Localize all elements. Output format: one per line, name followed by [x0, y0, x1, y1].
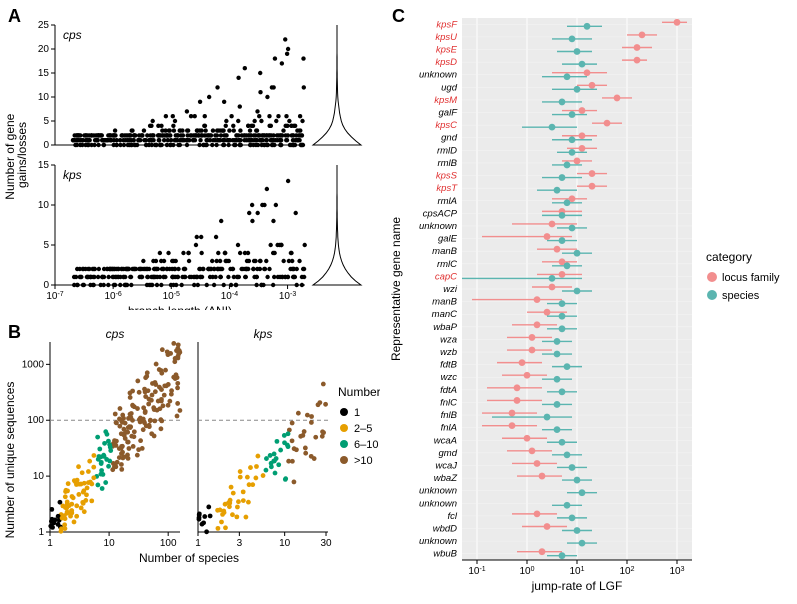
svg-text:Number of species: Number of species: [139, 551, 239, 565]
svg-text:1: 1: [38, 527, 44, 538]
svg-text:kpsU: kpsU: [435, 32, 457, 43]
svg-text:rmlC: rmlC: [437, 259, 457, 270]
svg-text:10: 10: [38, 200, 50, 211]
svg-text:galF: galF: [439, 108, 459, 119]
svg-text:>10: >10: [354, 455, 373, 467]
svg-text:wzb: wzb: [440, 347, 457, 358]
svg-text:ugd: ugd: [441, 82, 458, 93]
svg-text:category: category: [706, 250, 752, 264]
svg-text:wza: wza: [440, 334, 457, 345]
svg-text:wbdD: wbdD: [433, 523, 457, 534]
svg-text:locus family: locus family: [722, 272, 780, 284]
svg-text:100: 100: [160, 538, 177, 549]
svg-text:0: 0: [43, 140, 49, 151]
svg-text:10: 10: [104, 538, 116, 549]
svg-text:wbaP: wbaP: [433, 322, 457, 333]
svg-text:cps: cps: [106, 327, 125, 341]
svg-text:wbuB: wbuB: [433, 549, 457, 560]
svg-text:Representative gene name: Representative gene name: [389, 217, 403, 361]
svg-text:10: 10: [38, 92, 50, 103]
svg-text:0: 0: [43, 280, 49, 291]
svg-text:fnlB: fnlB: [441, 410, 458, 421]
svg-text:wzi: wzi: [443, 284, 458, 295]
svg-text:species: species: [722, 290, 760, 302]
svg-text:100: 100: [27, 415, 44, 426]
svg-text:10-7: 10-7: [46, 291, 63, 303]
panel-c-chart: 10-1100101102103kpsFkpsUkpsEkpsDunknownu…: [388, 0, 797, 600]
svg-text:10: 10: [33, 471, 45, 482]
svg-text:1: 1: [195, 538, 201, 549]
panelB-ylabel: Number of unique sequences: [3, 382, 17, 539]
svg-text:capC: capC: [435, 271, 457, 282]
svg-text:25: 25: [38, 20, 50, 31]
svg-text:unknown: unknown: [419, 70, 457, 81]
svg-text:1: 1: [354, 407, 360, 419]
svg-text:10-6: 10-6: [104, 291, 121, 303]
svg-text:manC: manC: [432, 309, 457, 320]
svg-text:102: 102: [619, 566, 634, 578]
svg-text:fnlA: fnlA: [441, 423, 457, 434]
svg-text:10-4: 10-4: [221, 291, 238, 303]
svg-text:100: 100: [519, 566, 534, 578]
svg-text:kpsS: kpsS: [436, 171, 458, 182]
svg-text:manB: manB: [432, 297, 457, 308]
svg-text:fdtB: fdtB: [440, 360, 458, 371]
svg-text:30: 30: [320, 538, 332, 549]
svg-text:gnd: gnd: [441, 133, 458, 144]
svg-text:fdtA: fdtA: [440, 385, 457, 396]
svg-text:6–10: 6–10: [354, 439, 378, 451]
svg-text:rmlD: rmlD: [437, 145, 457, 156]
svg-text:1: 1: [47, 538, 53, 549]
svg-text:gmd: gmd: [439, 448, 458, 459]
svg-text:unknown: unknown: [419, 221, 457, 232]
svg-text:2–5: 2–5: [354, 423, 372, 435]
svg-text:kpsE: kpsE: [436, 45, 458, 56]
panel-b-chart: Number of unique sequences 1 10 100 1000 1 10…: [0, 320, 380, 600]
svg-text:fcl: fcl: [448, 511, 458, 522]
svg-text:wzc: wzc: [441, 372, 458, 383]
svg-text:unknown: unknown: [419, 498, 457, 509]
svg-text:wcaA: wcaA: [434, 435, 457, 446]
svg-text:103: 103: [669, 566, 684, 578]
svg-text:kpsD: kpsD: [435, 57, 457, 68]
svg-text:fnlC: fnlC: [440, 397, 457, 408]
svg-text:10-3: 10-3: [279, 291, 296, 303]
svg-text:1000: 1000: [22, 359, 45, 370]
svg-text:kpsF: kpsF: [436, 19, 458, 30]
panel-a-chart: Number of gene gains/losses 0 5 10 15 20 25 cp…: [0, 0, 380, 310]
svg-text:galE: galE: [438, 234, 458, 245]
svg-text:5: 5: [43, 116, 49, 127]
svg-text:branch length (ANI): branch length (ANI): [128, 304, 232, 310]
svg-text:kps: kps: [63, 168, 82, 182]
svg-text:3: 3: [237, 538, 243, 549]
svg-text:kpsM: kpsM: [434, 95, 457, 106]
svg-text:kps: kps: [254, 327, 273, 341]
svg-text:unknown: unknown: [419, 536, 457, 547]
svg-text:15: 15: [38, 68, 50, 79]
svg-text:rmlA: rmlA: [437, 196, 457, 207]
svg-text:20: 20: [38, 44, 50, 55]
svg-text:15: 15: [38, 160, 50, 171]
svg-text:wcaJ: wcaJ: [435, 460, 457, 471]
svg-text:unknown: unknown: [419, 486, 457, 497]
svg-text:10-1: 10-1: [468, 566, 485, 578]
svg-text:cpsACP: cpsACP: [423, 208, 458, 219]
svg-text:kpsT: kpsT: [436, 183, 458, 194]
svg-text:10-5: 10-5: [163, 291, 180, 303]
svg-text:5: 5: [43, 240, 49, 251]
panelA-ylabel: Number of gene gains/losses: [3, 110, 29, 199]
svg-text:manB: manB: [432, 246, 457, 257]
svg-text:rmlB: rmlB: [437, 158, 457, 169]
svg-text:10: 10: [279, 538, 291, 549]
svg-text:jump-rate of LGF: jump-rate of LGF: [531, 579, 623, 593]
svg-text:wbaZ: wbaZ: [434, 473, 458, 484]
svg-text:cps: cps: [63, 28, 82, 42]
svg-text:kpsC: kpsC: [435, 120, 457, 131]
svg-text:Number of species: Number of species: [338, 385, 380, 399]
svg-text:101: 101: [569, 566, 584, 578]
